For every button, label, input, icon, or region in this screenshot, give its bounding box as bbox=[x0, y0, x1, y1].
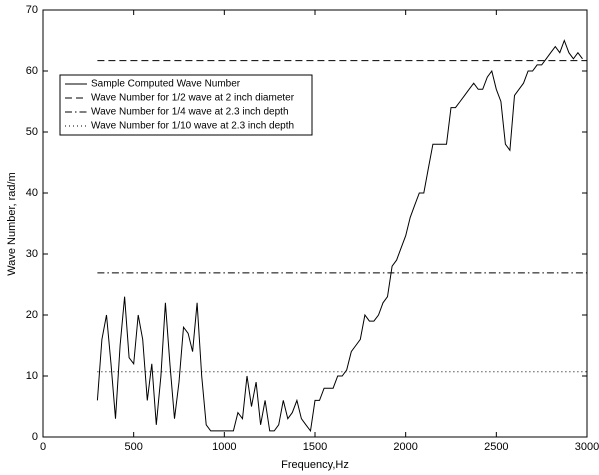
legend-label: Wave Number for 1/10 wave at 2.3 inch de… bbox=[91, 121, 294, 132]
y-tick-label: 40 bbox=[26, 187, 38, 199]
x-tick-label: 1000 bbox=[212, 441, 236, 453]
y-tick-label: 50 bbox=[26, 126, 38, 138]
y-axis-label: Wave Number, rad/m bbox=[6, 172, 18, 276]
y-tick-label: 20 bbox=[26, 309, 38, 321]
y-tick-label: 10 bbox=[26, 370, 38, 382]
legend-label: Wave Number for 1/4 wave at 2.3 inch dep… bbox=[91, 107, 289, 118]
x-tick-label: 2500 bbox=[484, 441, 508, 453]
plot-frame bbox=[42, 9, 588, 438]
x-tick-label: 2000 bbox=[393, 441, 417, 453]
y-tick-label: 60 bbox=[26, 65, 38, 77]
y-tick-label: 30 bbox=[26, 248, 38, 260]
x-tick-label: 1500 bbox=[303, 441, 327, 453]
legend-label: Wave Number for 1/2 wave at 2 inch diame… bbox=[91, 93, 295, 104]
x-tick-label: 500 bbox=[124, 441, 142, 453]
x-axis-label: Frequency,Hz bbox=[281, 459, 349, 471]
y-tick-label: 70 bbox=[26, 4, 38, 16]
series-line bbox=[96, 39, 583, 433]
x-tick-label: 3000 bbox=[575, 441, 599, 453]
legend-box bbox=[59, 74, 313, 136]
legend-label: Sample Computed Wave Number bbox=[91, 79, 241, 90]
y-tick-label: 0 bbox=[32, 431, 38, 443]
x-tick-label: 0 bbox=[40, 441, 46, 453]
